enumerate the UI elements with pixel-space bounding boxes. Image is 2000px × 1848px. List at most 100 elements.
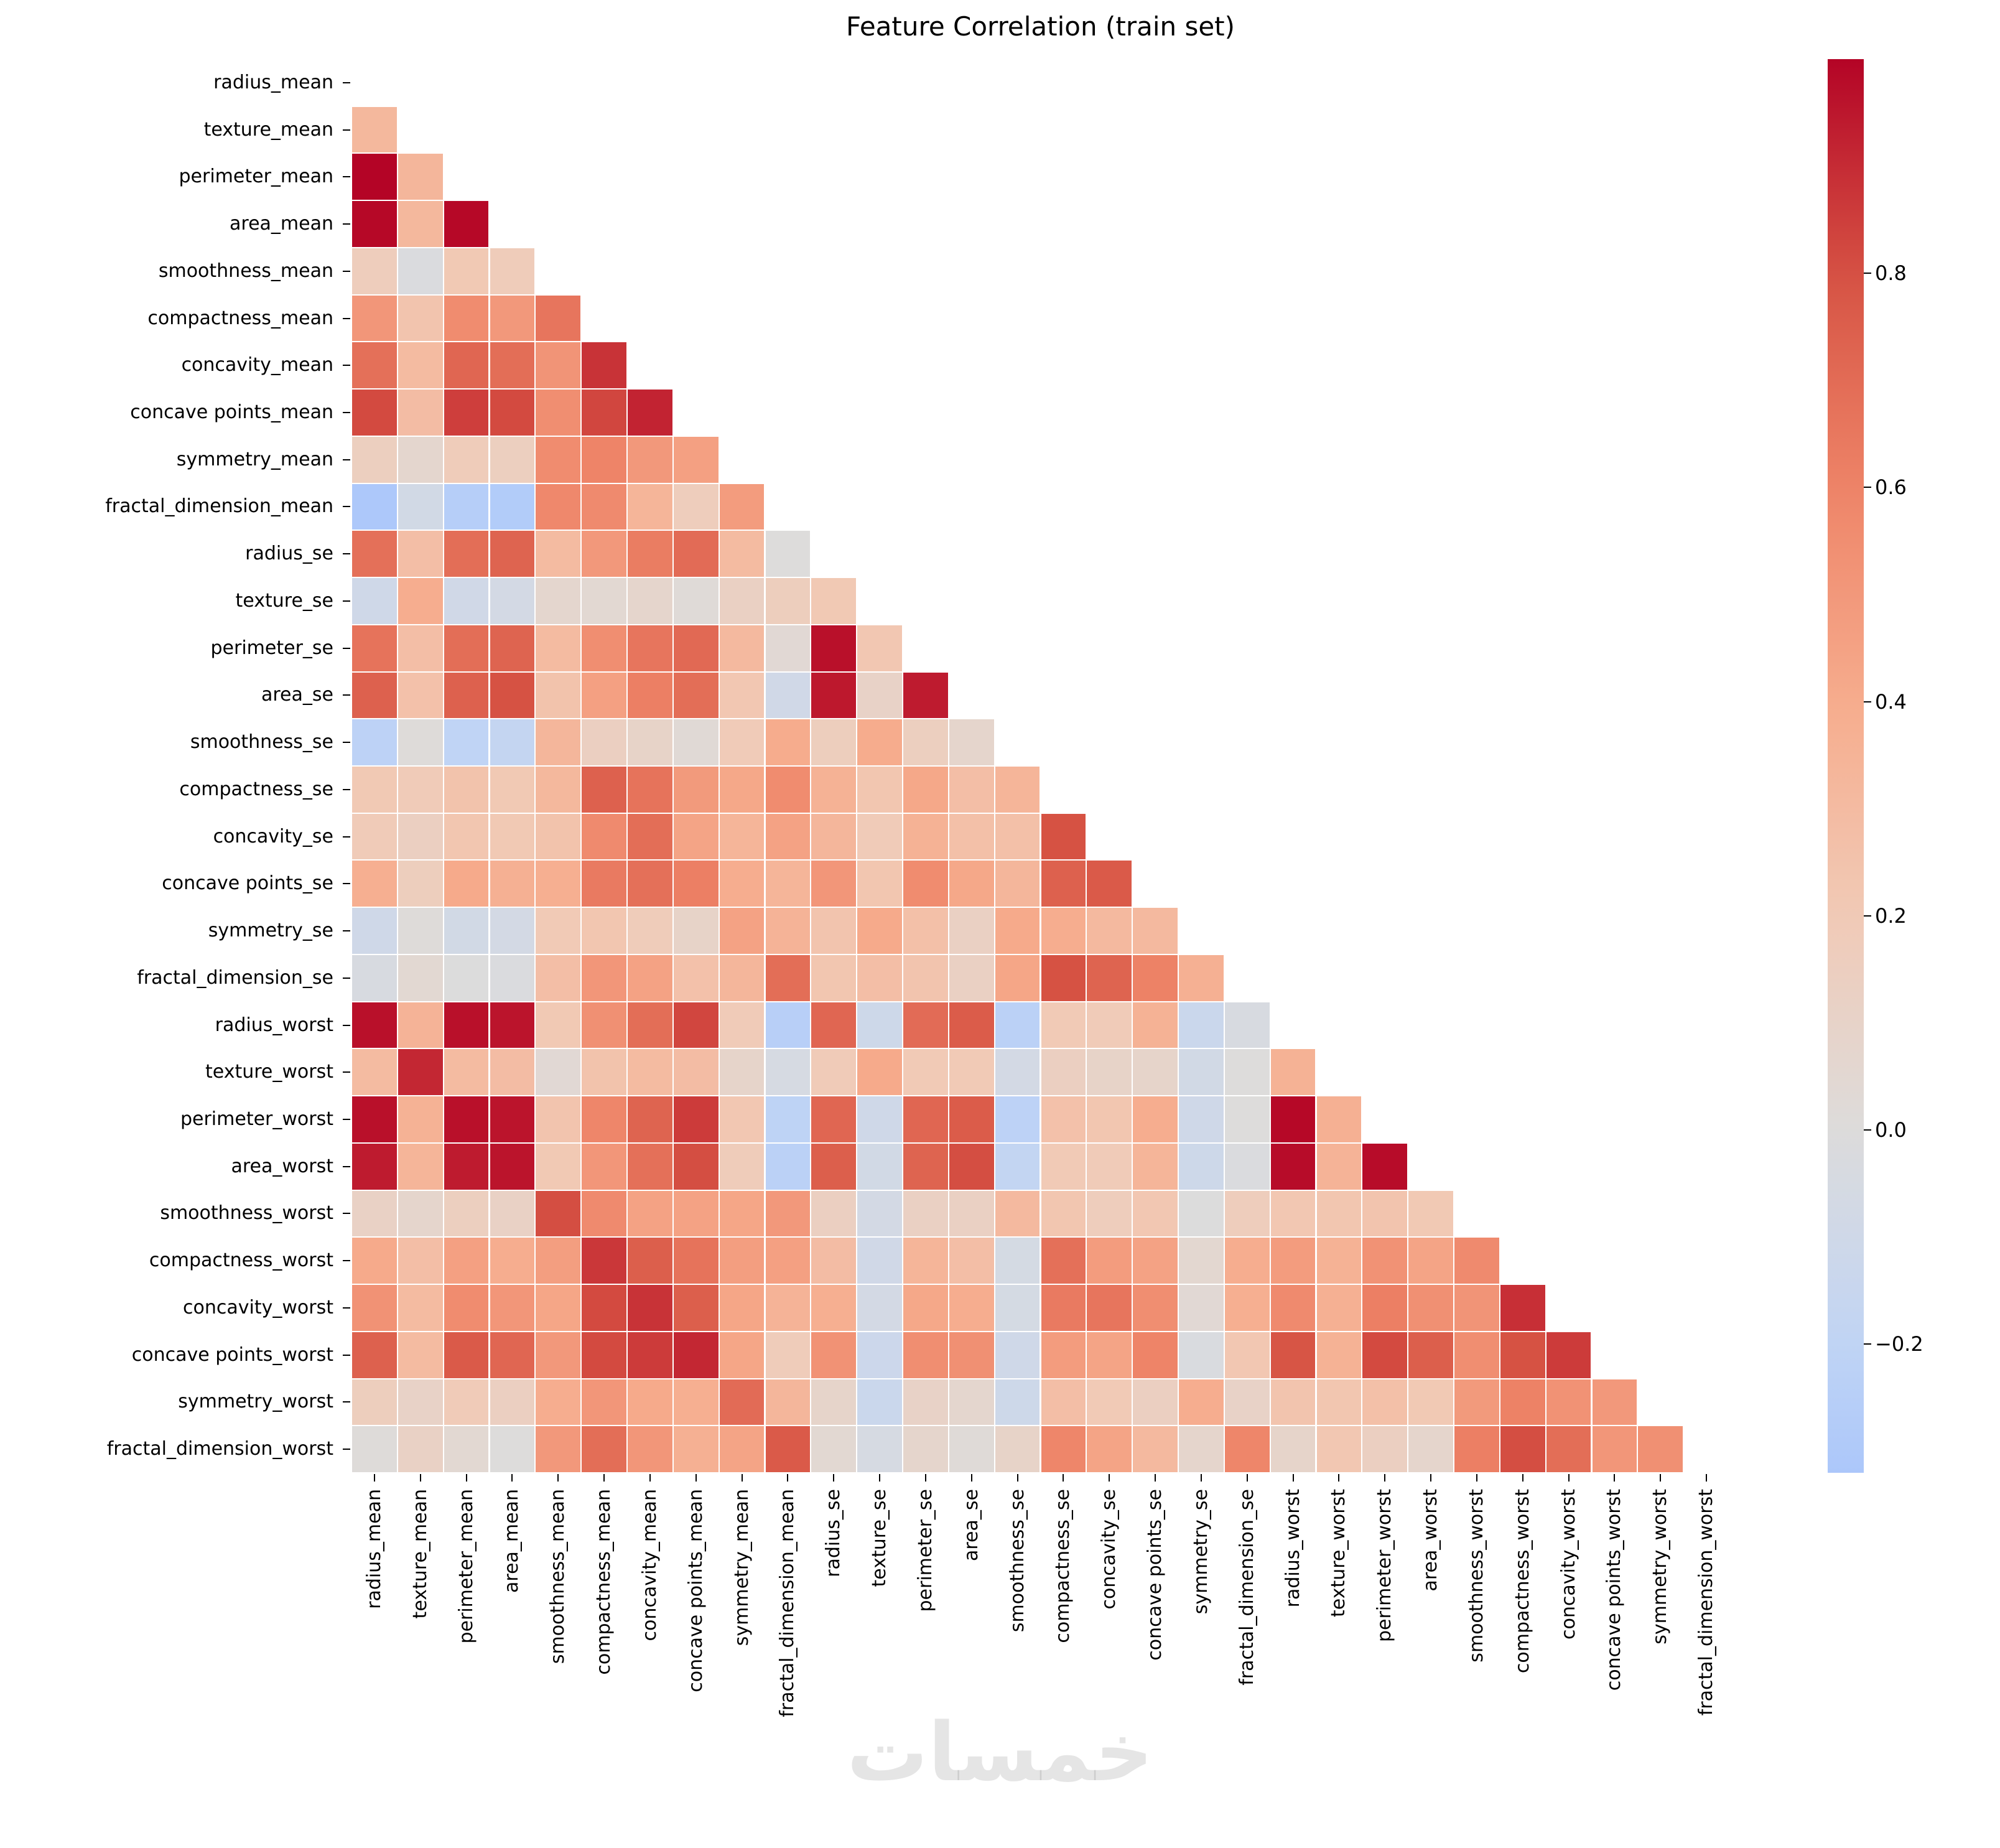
heatmap-cell	[352, 767, 397, 813]
heatmap-cell	[444, 767, 489, 813]
heatmap-cell	[811, 625, 857, 671]
heatmap-cell	[903, 1002, 948, 1048]
heatmap-cell	[444, 578, 489, 624]
y-tick-mark	[343, 694, 350, 696]
heatmap-cell	[398, 531, 443, 577]
heatmap-cell	[1087, 1002, 1132, 1048]
heatmap-cell	[444, 295, 489, 342]
heatmap-cell	[1087, 1049, 1132, 1096]
heatmap-cell	[673, 436, 719, 483]
heatmap-cell	[536, 1002, 581, 1048]
heatmap-cell	[352, 578, 397, 624]
x-tick-label: compactness_se	[1052, 1489, 1074, 1643]
y-tick-label: compactness_mean	[147, 307, 333, 329]
heatmap-cell	[673, 1332, 719, 1378]
y-tick-mark	[343, 1165, 350, 1167]
heatmap-cell	[536, 295, 581, 342]
heatmap-cell	[398, 1143, 443, 1190]
y-tick-mark	[343, 506, 350, 508]
heatmap-cell	[1224, 1379, 1270, 1426]
heatmap-cell	[352, 672, 397, 719]
heatmap-cell	[765, 813, 811, 860]
heatmap-cell	[628, 578, 672, 624]
heatmap-cell	[1224, 1285, 1270, 1331]
y-tick-label: texture_mean	[203, 118, 333, 141]
x-tick-label: fractal_dimension_worst	[1695, 1489, 1718, 1716]
heatmap-plot	[351, 59, 1729, 1473]
y-tick-label: area_worst	[231, 1155, 333, 1177]
heatmap-cell	[352, 1190, 397, 1237]
heatmap-cell	[949, 1190, 994, 1237]
heatmap-cell	[1362, 1238, 1408, 1284]
heatmap-cell	[398, 578, 443, 624]
heatmap-cell	[673, 1143, 719, 1190]
colorbar-tick-mark	[1864, 487, 1871, 488]
heatmap-cell	[1408, 1190, 1453, 1237]
heatmap-cell	[352, 342, 397, 389]
heatmap-cell	[352, 1002, 397, 1048]
heatmap-cell	[765, 672, 811, 719]
heatmap-cell	[857, 1096, 902, 1142]
x-tick-label: radius_se	[822, 1489, 845, 1577]
heatmap-cell	[1179, 1285, 1224, 1331]
heatmap-cell	[444, 1238, 489, 1284]
x-tick-mark	[924, 1474, 926, 1482]
heatmap-cell	[352, 531, 397, 577]
heatmap-cell	[1041, 1049, 1086, 1096]
heatmap-cell	[1224, 1332, 1270, 1378]
heatmap-cell	[1133, 1096, 1178, 1142]
heatmap-cell	[490, 578, 535, 624]
heatmap-cell	[949, 1332, 994, 1378]
x-tick-mark	[419, 1474, 421, 1482]
heatmap-cell	[398, 248, 443, 294]
heatmap-cell	[1270, 1096, 1316, 1142]
heatmap-cell	[995, 1002, 1040, 1048]
heatmap-cell	[949, 1379, 994, 1426]
heatmap-cell	[582, 1049, 626, 1096]
heatmap-cell	[719, 1238, 765, 1284]
heatmap-cell	[811, 861, 857, 907]
y-tick-label: radius_mean	[213, 71, 333, 93]
heatmap-cell	[582, 1379, 626, 1426]
x-tick-mark	[1338, 1474, 1340, 1482]
colorbar-tick-mark	[1864, 273, 1871, 274]
heatmap-cell	[536, 578, 581, 624]
heatmap-cell	[857, 1002, 902, 1048]
heatmap-cell	[444, 390, 489, 436]
y-tick-label: symmetry_mean	[176, 448, 333, 470]
colorbar-tick-label: 0.6	[1875, 475, 1907, 500]
heatmap-cell	[490, 390, 535, 436]
heatmap-cell	[857, 719, 902, 765]
heatmap-cell	[811, 672, 857, 719]
heatmap-cell	[995, 861, 1040, 907]
heatmap-cell	[1041, 954, 1086, 1001]
heatmap-cell	[673, 1238, 719, 1284]
heatmap-cell	[582, 578, 626, 624]
heatmap-cell	[628, 672, 672, 719]
heatmap-cell	[444, 1426, 489, 1472]
x-tick-mark	[1476, 1474, 1477, 1482]
heatmap-cell	[903, 719, 948, 765]
heatmap-cell	[444, 1332, 489, 1378]
heatmap-cell	[673, 483, 719, 530]
heatmap-cell	[444, 672, 489, 719]
heatmap-cell	[582, 1143, 626, 1190]
heatmap-cell	[995, 908, 1040, 954]
y-tick-mark	[343, 129, 350, 131]
heatmap-cell	[995, 767, 1040, 813]
heatmap-cell	[719, 1096, 765, 1142]
heatmap-cell	[444, 248, 489, 294]
heatmap-cell	[582, 672, 626, 719]
heatmap-cell	[1041, 1190, 1086, 1237]
heatmap-cell	[719, 625, 765, 671]
heatmap-cell	[444, 1143, 489, 1190]
heatmap-cell	[811, 908, 857, 954]
x-tick-mark	[1246, 1474, 1248, 1482]
heatmap-cell	[1179, 1238, 1224, 1284]
heatmap-cell	[857, 767, 902, 813]
heatmap-cell	[398, 1426, 443, 1472]
heatmap-cell	[1454, 1238, 1499, 1284]
y-tick-label: perimeter_se	[210, 637, 334, 659]
heatmap-cell	[536, 436, 581, 483]
heatmap-cell	[903, 767, 948, 813]
